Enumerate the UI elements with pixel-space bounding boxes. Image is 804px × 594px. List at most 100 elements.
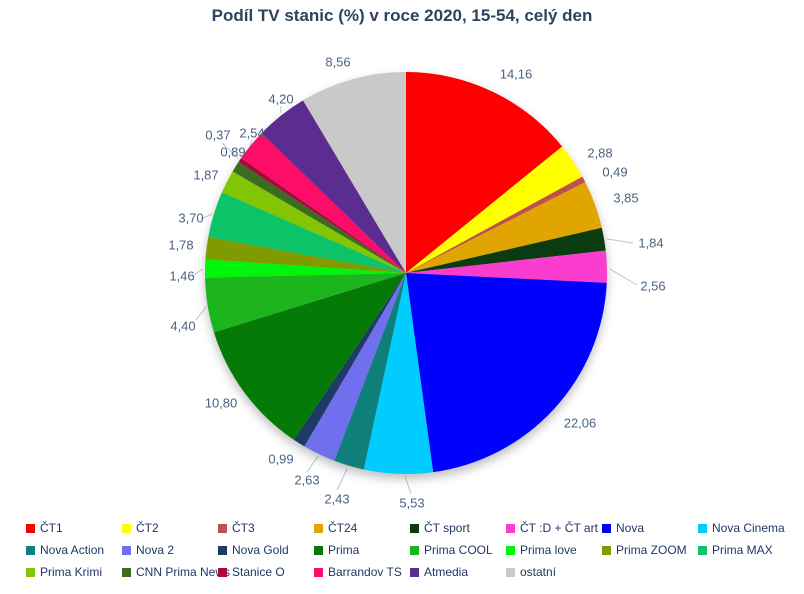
- legend-swatch-ostatn: [506, 567, 515, 577]
- legend-item-atmedia[interactable]: Atmedia: [410, 564, 506, 580]
- slice-value-label-t-d-t-art: 2,56: [640, 278, 665, 293]
- slice-value-label-t24: 3,85: [613, 190, 638, 205]
- legend-item-nova-gold[interactable]: Nova Gold: [218, 542, 314, 558]
- legend-swatch-t1: [26, 523, 35, 533]
- legend-swatch-prima-love: [506, 545, 515, 555]
- label-leader-line: [606, 238, 634, 244]
- pie-slice-prima-zoom[interactable]: [205, 236, 406, 273]
- label-leader-line: [404, 475, 412, 495]
- legend-item-ostatn[interactable]: ostatní: [506, 564, 602, 580]
- legend-item-prima-cool[interactable]: Prima COOL: [410, 542, 506, 558]
- legend-swatch-barrandov-ts: [314, 567, 323, 577]
- pie-slice-t24[interactable]: [406, 182, 602, 273]
- legend-item-nova[interactable]: Nova: [602, 520, 698, 536]
- legend-item-t2[interactable]: ČT2: [122, 520, 218, 536]
- legend-label: ČT2: [136, 521, 159, 535]
- legend-label: Nova Action: [40, 543, 105, 557]
- legend-swatch-nova-cinema: [698, 523, 707, 533]
- pie-slice-nova-action[interactable]: [334, 273, 406, 470]
- slice-value-label-prima: 10,80: [205, 395, 238, 410]
- legend-item-prima[interactable]: Prima: [314, 542, 410, 558]
- value-labels: 14,16 2,88 0,49 3,85 1,84 2,56 22,06 5,53 2,43 2,…: [168, 54, 665, 510]
- legend-label: ČT24: [328, 521, 358, 535]
- legend-swatch-nova-2: [122, 545, 131, 555]
- slice-value-label-t-sport: 1,84: [638, 235, 663, 250]
- chart-legend: ČT1 ČT2 ČT3 ČT24 ČT sport ČT :D + ČT art Nova N…: [26, 520, 794, 580]
- legend-label: Atmedia: [424, 565, 469, 579]
- legend-label: Prima ZOOM: [616, 543, 687, 557]
- pie-slice-t1[interactable]: [406, 72, 563, 273]
- legend-item-nova-2[interactable]: Nova 2: [122, 542, 218, 558]
- pie-slice-prima[interactable]: [213, 273, 406, 440]
- legend-item-stanice-o[interactable]: Stanice O: [218, 564, 314, 580]
- pie-slice-prima-love[interactable]: [205, 259, 406, 278]
- slice-value-label-t1: 14,16: [500, 66, 533, 81]
- legend-swatch-prima-krimi: [26, 567, 35, 577]
- legend-item-t1[interactable]: ČT1: [26, 520, 122, 536]
- legend-item-prima-zoom[interactable]: Prima ZOOM: [602, 542, 698, 558]
- legend-swatch-t-sport: [410, 523, 419, 533]
- legend-item-t24[interactable]: ČT24: [314, 520, 410, 536]
- label-leader-line: [221, 142, 239, 159]
- slice-value-label-t3: 0,49: [602, 164, 627, 179]
- legend-label: Prima COOL: [424, 543, 493, 557]
- label-leader-line: [200, 213, 213, 220]
- slice-value-label-cnn-prima-news: 0,89: [220, 144, 245, 159]
- legend-item-prima-love[interactable]: Prima love: [506, 542, 602, 558]
- legend-item-t-d-t-art[interactable]: ČT :D + ČT art: [506, 520, 602, 536]
- legend-item-prima-max[interactable]: Prima MAX: [698, 542, 794, 558]
- legend-swatch-atmedia: [410, 567, 419, 577]
- slice-value-label-prima-cool: 4,40: [170, 318, 195, 333]
- legend-item-t3[interactable]: ČT3: [218, 520, 314, 536]
- legend-item-prima-krimi[interactable]: Prima Krimi: [26, 564, 122, 580]
- legend-swatch-nova: [602, 523, 611, 533]
- legend-item-cnn-prima-news[interactable]: CNN Prima News: [122, 564, 230, 580]
- pie-slice-nova[interactable]: [406, 273, 607, 473]
- slice-value-label-prima-max: 3,70: [178, 210, 203, 225]
- pie-slice-nova-2[interactable]: [304, 273, 406, 461]
- legend-swatch-cnn-prima-news: [122, 567, 131, 577]
- pie-slice-prima-krimi[interactable]: [221, 171, 406, 273]
- legend-swatch-prima-zoom: [602, 545, 611, 555]
- legend-label: Prima love: [520, 543, 577, 557]
- legend-label: ČT :D + ČT art: [520, 521, 598, 535]
- label-leader-line: [249, 139, 253, 147]
- pie-slice-prima-max[interactable]: [208, 192, 406, 273]
- slice-value-label-stanice-o: 0,37: [205, 127, 230, 142]
- legend-item-nova-action[interactable]: Nova Action: [26, 542, 122, 558]
- pie-slice-nova-gold[interactable]: [293, 273, 406, 447]
- pie-slice-barrandov-ts[interactable]: [241, 133, 406, 273]
- pie-slice-t2[interactable]: [406, 146, 583, 273]
- pie-slice-stanice-o[interactable]: [238, 157, 406, 273]
- pie-slice-t-sport[interactable]: [406, 227, 606, 273]
- slice-value-label-prima-love: 1,46: [169, 268, 194, 283]
- pie-slice-t-d-t-art[interactable]: [406, 250, 608, 283]
- slice-value-label-nova-action: 2,43: [324, 491, 349, 506]
- legend-swatch-nova-gold: [218, 545, 227, 555]
- legend-item-barrandov-ts[interactable]: Barrandov TS: [314, 564, 410, 580]
- slice-value-label-nova: 22,06: [564, 415, 597, 430]
- pie-slice-prima-cool[interactable]: [205, 273, 406, 333]
- slice-value-label-nova-gold: 0,99: [268, 451, 293, 466]
- slice-value-label-nova-cinema: 5,53: [399, 495, 424, 510]
- pie-slice-atmedia[interactable]: [261, 100, 406, 273]
- legend-label: Prima Krimi: [40, 565, 102, 579]
- legend-item-t-sport[interactable]: ČT sport: [410, 520, 506, 536]
- slice-value-label-nova-2: 2,63: [294, 472, 319, 487]
- legend-swatch-prima: [314, 545, 323, 555]
- legend-label: Barrandov TS: [328, 565, 402, 579]
- legend-item-nova-cinema[interactable]: Nova Cinema: [698, 520, 794, 536]
- slice-value-label-atmedia: 4,20: [268, 91, 293, 106]
- legend-label: CNN Prima News: [136, 565, 231, 579]
- legend-label: Nova Cinema: [712, 521, 785, 535]
- pie-slice-t3[interactable]: [406, 176, 586, 273]
- pie-slice-cnn-prima-news[interactable]: [232, 161, 406, 273]
- leader-lines: [191, 106, 638, 495]
- legend-swatch-t3: [218, 523, 227, 533]
- label-leader-line: [609, 268, 638, 286]
- pie-slice-nova-cinema[interactable]: [363, 273, 434, 475]
- pie-slice-ostatn[interactable]: [303, 72, 406, 273]
- legend-swatch-prima-cool: [410, 545, 419, 555]
